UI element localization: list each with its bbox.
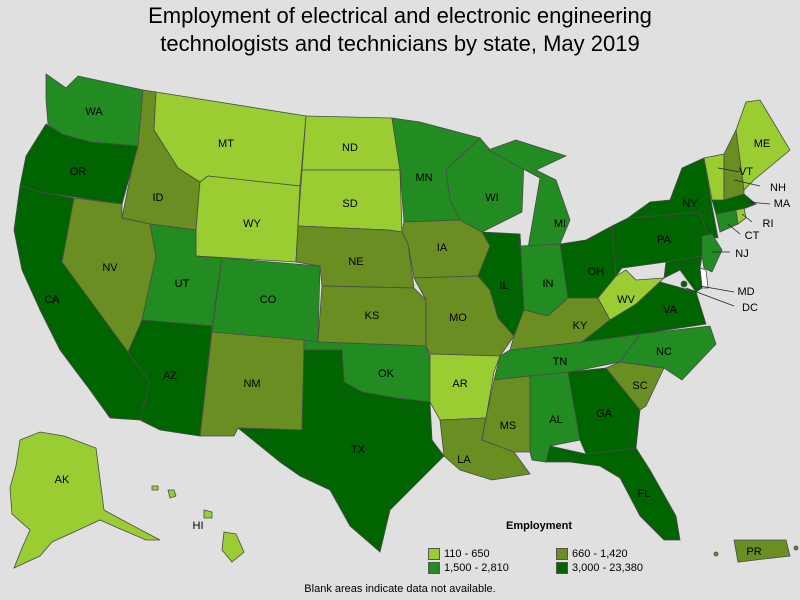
legend-item-3: 1,500 - 2,810 <box>428 562 509 574</box>
label-pa: PA <box>657 234 672 246</box>
state-pr-island[interactable] <box>713 551 719 557</box>
label-ak: AK <box>55 474 70 486</box>
label-nj: NJ <box>735 248 748 260</box>
label-wi: WI <box>485 192 498 204</box>
legend-label-4: 3,000 - 23,380 <box>572 562 643 574</box>
legend-label-2: 660 - 1,420 <box>572 548 628 560</box>
state-nh[interactable] <box>723 128 745 201</box>
state-wi[interactable] <box>445 137 525 233</box>
label-ky: KY <box>573 320 588 332</box>
state-az[interactable] <box>127 319 213 437</box>
legend-swatch-3 <box>428 562 440 574</box>
title-line-1: Employment of electrical and electronic … <box>148 3 652 28</box>
label-nd: ND <box>342 142 358 154</box>
label-nc: NC <box>656 346 672 358</box>
label-in: IN <box>543 278 554 290</box>
state-fl[interactable] <box>545 445 681 541</box>
label-co: CO <box>260 294 277 306</box>
state-tx[interactable] <box>236 349 445 553</box>
label-fl: FL <box>638 488 651 500</box>
label-il: IL <box>499 280 508 292</box>
state-pr[interactable] <box>733 539 791 563</box>
label-ar: AR <box>452 378 467 390</box>
label-vt: VT <box>739 166 753 178</box>
map-legend: Employment 110 - 650 660 - 1,420 1,500 -… <box>428 520 688 576</box>
label-va: VA <box>663 304 678 316</box>
state-sc[interactable] <box>605 361 665 411</box>
label-sd: SD <box>342 198 357 210</box>
state-pr-island-2[interactable] <box>793 545 799 551</box>
label-md: MD <box>737 286 754 298</box>
label-ri: RI <box>763 218 774 230</box>
legend-swatch-4 <box>556 562 568 574</box>
label-ms: MS <box>500 420 517 432</box>
label-nm: NM <box>243 378 260 390</box>
label-tx: TX <box>351 444 366 456</box>
state-hi-oahu[interactable] <box>167 489 177 499</box>
label-ca: CA <box>44 294 60 306</box>
state-dc[interactable] <box>680 280 688 288</box>
title-line-2: technologists and technicians by state, … <box>160 31 640 56</box>
label-mi: MI <box>554 218 566 230</box>
label-tn: TN <box>553 356 568 368</box>
label-mt: MT <box>218 138 234 150</box>
label-oh: OH <box>588 266 605 278</box>
state-md[interactable] <box>663 255 703 293</box>
state-nj[interactable] <box>701 233 723 273</box>
state-hi-kauai[interactable] <box>151 485 159 491</box>
label-wa: WA <box>85 106 103 118</box>
label-wy: WY <box>243 218 261 230</box>
label-nh: NH <box>770 182 786 194</box>
label-hi: HI <box>193 520 204 532</box>
legend-title: Employment <box>506 520 573 532</box>
label-sc: SC <box>632 380 647 392</box>
label-me: ME <box>754 138 771 150</box>
label-ut: UT <box>175 278 190 290</box>
state-ut[interactable] <box>141 223 223 327</box>
footnote: Blank areas indicate data not available. <box>304 583 496 595</box>
label-pr: PR <box>746 546 761 558</box>
legend-swatch-2 <box>556 548 568 560</box>
label-ok: OK <box>378 368 395 380</box>
label-wv: WV <box>617 294 635 306</box>
label-ia: IA <box>437 242 448 254</box>
legend-item-1: 110 - 650 <box>428 548 490 560</box>
label-ga: GA <box>596 408 613 420</box>
state-ak[interactable] <box>9 431 161 569</box>
label-nv: NV <box>102 262 118 274</box>
label-id: ID <box>153 192 164 204</box>
state-hi-maui[interactable] <box>203 509 213 519</box>
label-ma: MA <box>774 198 791 210</box>
state-ny[interactable] <box>626 157 719 239</box>
label-dc: DC <box>742 302 758 314</box>
legend-item-2: 660 - 1,420 <box>556 548 628 560</box>
label-or: OR <box>70 166 87 178</box>
state-mi[interactable] <box>487 139 571 249</box>
label-mo: MO <box>449 312 467 324</box>
legend-label-3: 1,500 - 2,810 <box>444 562 509 574</box>
label-ne: NE <box>348 256 363 268</box>
label-al: AL <box>549 414 562 426</box>
state-wv[interactable] <box>597 269 666 321</box>
legend-label-1: 110 - 650 <box>444 548 490 560</box>
legend-swatch-1 <box>428 548 440 560</box>
legend-item-4: 3,000 - 23,380 <box>556 562 643 574</box>
state-hi-big-island[interactable] <box>221 531 245 563</box>
label-mn: MN <box>415 172 432 184</box>
map-title: Employment of electrical and electronic … <box>0 2 800 58</box>
label-ct: CT <box>745 230 760 242</box>
state-or[interactable] <box>19 123 139 205</box>
label-ny: NY <box>682 198 698 210</box>
label-la: LA <box>457 454 471 466</box>
label-ks: KS <box>365 310 380 322</box>
label-az: AZ <box>163 370 177 382</box>
state-me[interactable] <box>735 99 791 191</box>
